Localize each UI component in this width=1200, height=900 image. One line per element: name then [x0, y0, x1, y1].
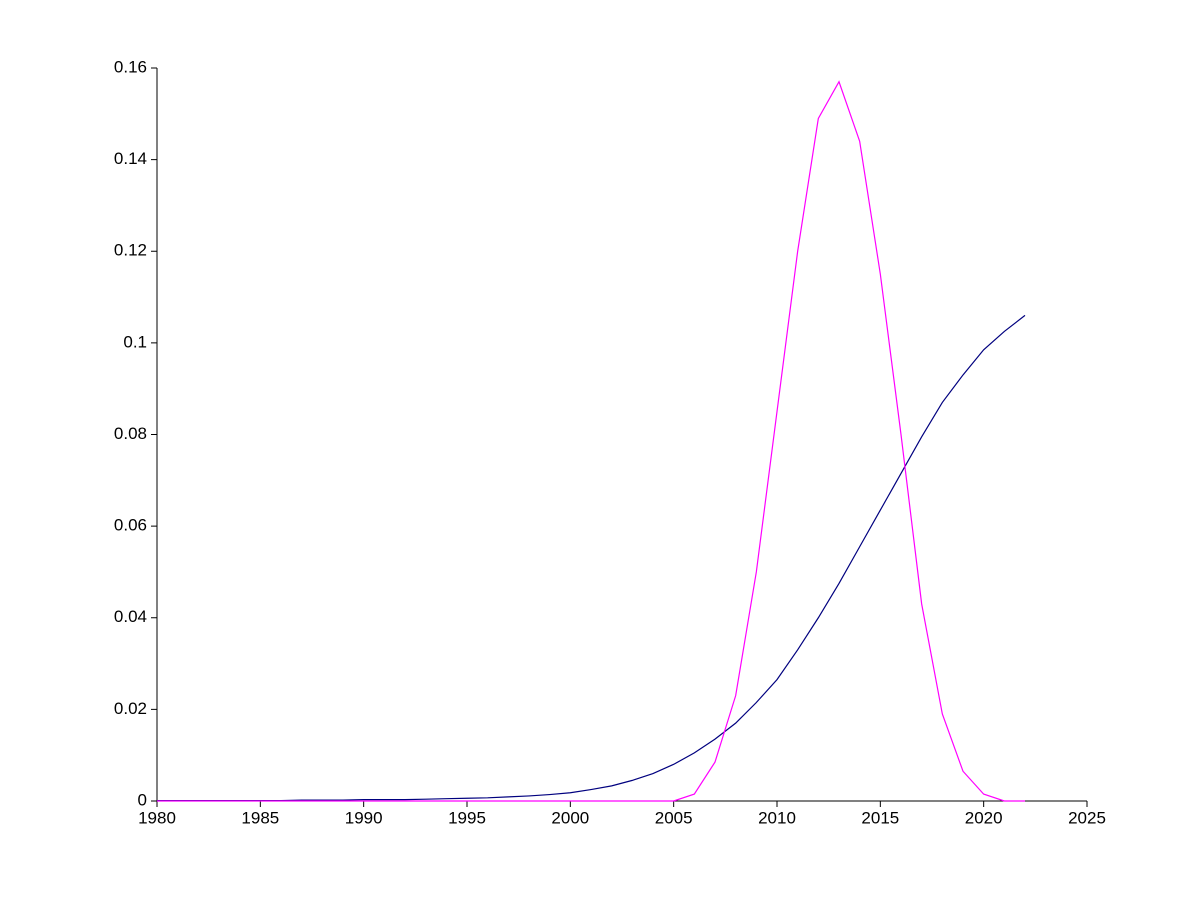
line-series: [157, 314, 1026, 802]
y-tick-label: 0.14: [114, 149, 147, 168]
x-tick-label: 1995: [448, 808, 486, 827]
x-tick-label: 1990: [345, 808, 383, 827]
x-tick-label: 2010: [758, 808, 796, 827]
x-tick-label: 2020: [965, 808, 1003, 827]
line-series: [157, 80, 1025, 802]
x-tick-label: 2025: [1068, 808, 1106, 827]
x-tick-label: 1985: [241, 808, 279, 827]
y-tick-label: 0.06: [114, 516, 147, 535]
x-tick-label: 2005: [655, 808, 693, 827]
y-tick-label: 0.16: [114, 57, 147, 76]
x-tick-label: 1980: [138, 808, 176, 827]
y-tick-label: 0.12: [114, 241, 147, 260]
y-tick-label: 0.02: [114, 699, 147, 718]
x-tick-label: 2015: [861, 808, 899, 827]
y-tick-label: 0.04: [114, 607, 147, 626]
y-tick-label: 0.08: [114, 424, 147, 443]
x-tick-label: 2000: [551, 808, 589, 827]
y-tick-label: 0: [138, 790, 147, 809]
y-tick-label: 0.1: [123, 332, 147, 351]
